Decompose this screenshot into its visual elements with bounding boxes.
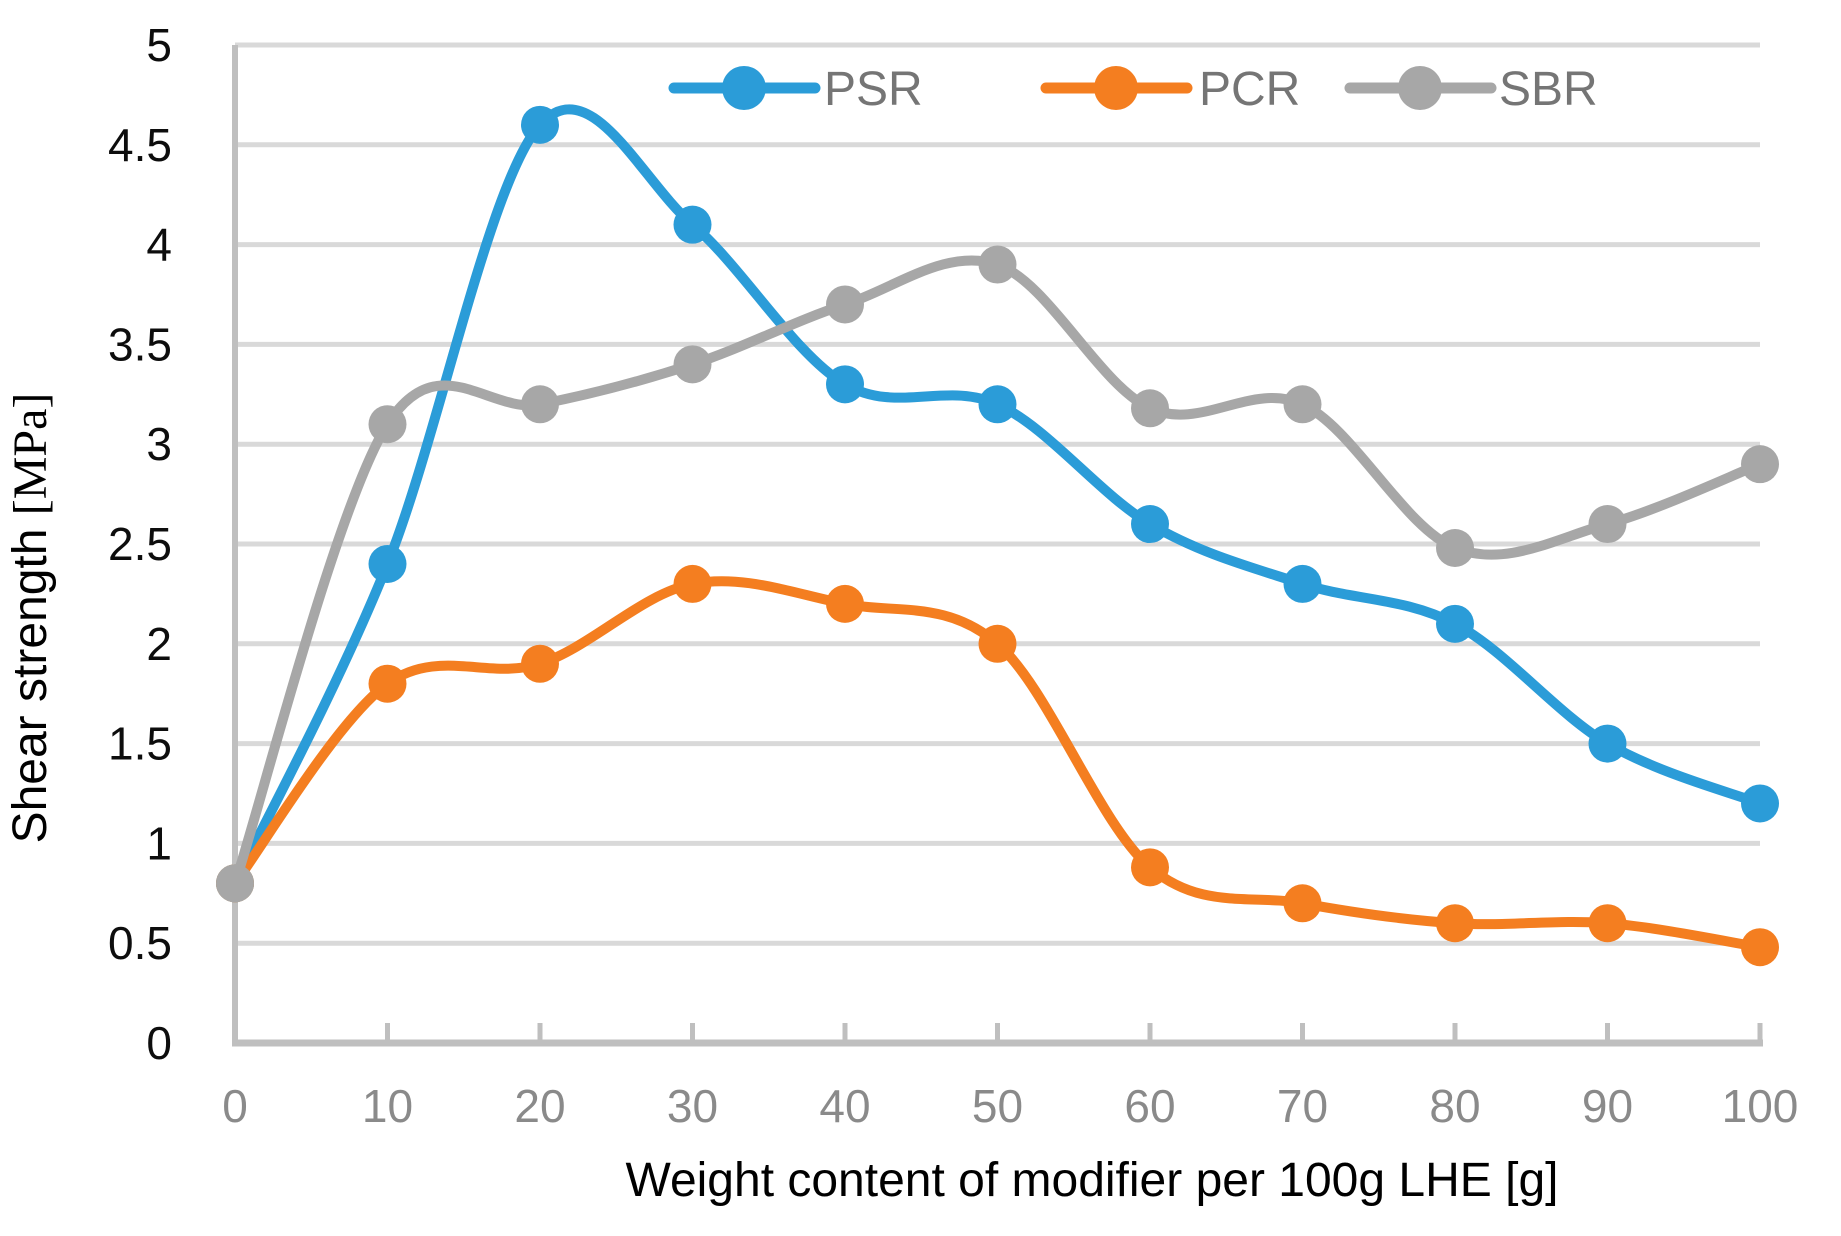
x-tick-label: 10 [362,1080,413,1132]
y-tick-label: 2 [146,618,172,670]
y-axis-title: Shear strength [MPa] [4,393,57,844]
data-point-sbr [1741,445,1779,484]
data-point-sbr [1436,528,1474,567]
y-tick-label: 1.5 [108,718,172,770]
data-point-pcr [1588,904,1627,943]
data-point-pcr [1436,904,1474,943]
x-tick-label: 50 [972,1080,1023,1132]
y-tick-label: 4 [146,219,172,271]
legend-label-psr: PSR [824,63,923,116]
data-point-pcr [826,584,864,623]
data-point-sbr [216,864,254,903]
y-tick-label: 4.5 [108,119,172,171]
x-axis-title: Weight content of modifier per 100g LHE … [626,1154,1559,1207]
data-point-sbr [1283,385,1322,424]
series-line-sbr [230,255,1765,889]
data-point-sbr [1588,505,1627,544]
data-point-psr [978,385,1017,424]
series-line-psr [230,104,1765,889]
x-tick-label: 100 [1722,1080,1799,1132]
legend-marker-psr [722,66,766,110]
y-tick-label: 3.5 [108,318,172,370]
y-tick-label: 0.5 [108,917,172,969]
data-point-pcr [521,644,559,683]
data-point-sbr [673,345,712,384]
data-point-psr [1588,724,1627,763]
x-tick-label: 30 [667,1080,718,1132]
x-tick-label: 80 [1429,1080,1480,1132]
data-point-pcr [368,664,407,703]
data-point-pcr [673,564,712,603]
x-tick-label: 40 [819,1080,870,1132]
data-point-sbr [521,385,559,424]
legend-marker-pcr [1094,66,1138,110]
data-point-sbr [1131,389,1169,428]
data-point-psr [1436,604,1474,643]
x-tick-label: 90 [1582,1080,1633,1132]
legend-marker-sbr [1398,66,1442,110]
data-point-psr [1741,784,1779,823]
data-point-pcr [1283,884,1322,923]
x-tick-label: 0 [222,1080,248,1132]
data-point-sbr [368,405,407,444]
data-point-psr [368,544,407,583]
x-tick-label: 60 [1124,1080,1175,1132]
legend-label-sbr: SBR [1499,63,1598,116]
y-tick-label: 3 [146,418,172,470]
data-point-pcr [1741,928,1779,967]
data-point-pcr [978,624,1017,663]
y-tick-label: 1 [146,817,172,869]
x-tick-label: 20 [514,1080,565,1132]
y-tick-label: 5 [146,19,172,71]
legend-label-pcr: PCR [1199,63,1300,116]
data-point-psr [1283,564,1322,603]
data-point-psr [1131,505,1169,544]
y-tick-label: 2.5 [108,518,172,570]
y-tick-label: 0 [146,1017,172,1069]
data-point-psr [826,365,864,404]
x-tick-label: 70 [1277,1080,1328,1132]
data-point-sbr [826,285,864,324]
data-point-psr [521,105,559,144]
data-point-pcr [1131,848,1169,887]
data-point-psr [673,205,712,244]
data-point-sbr [978,245,1017,284]
